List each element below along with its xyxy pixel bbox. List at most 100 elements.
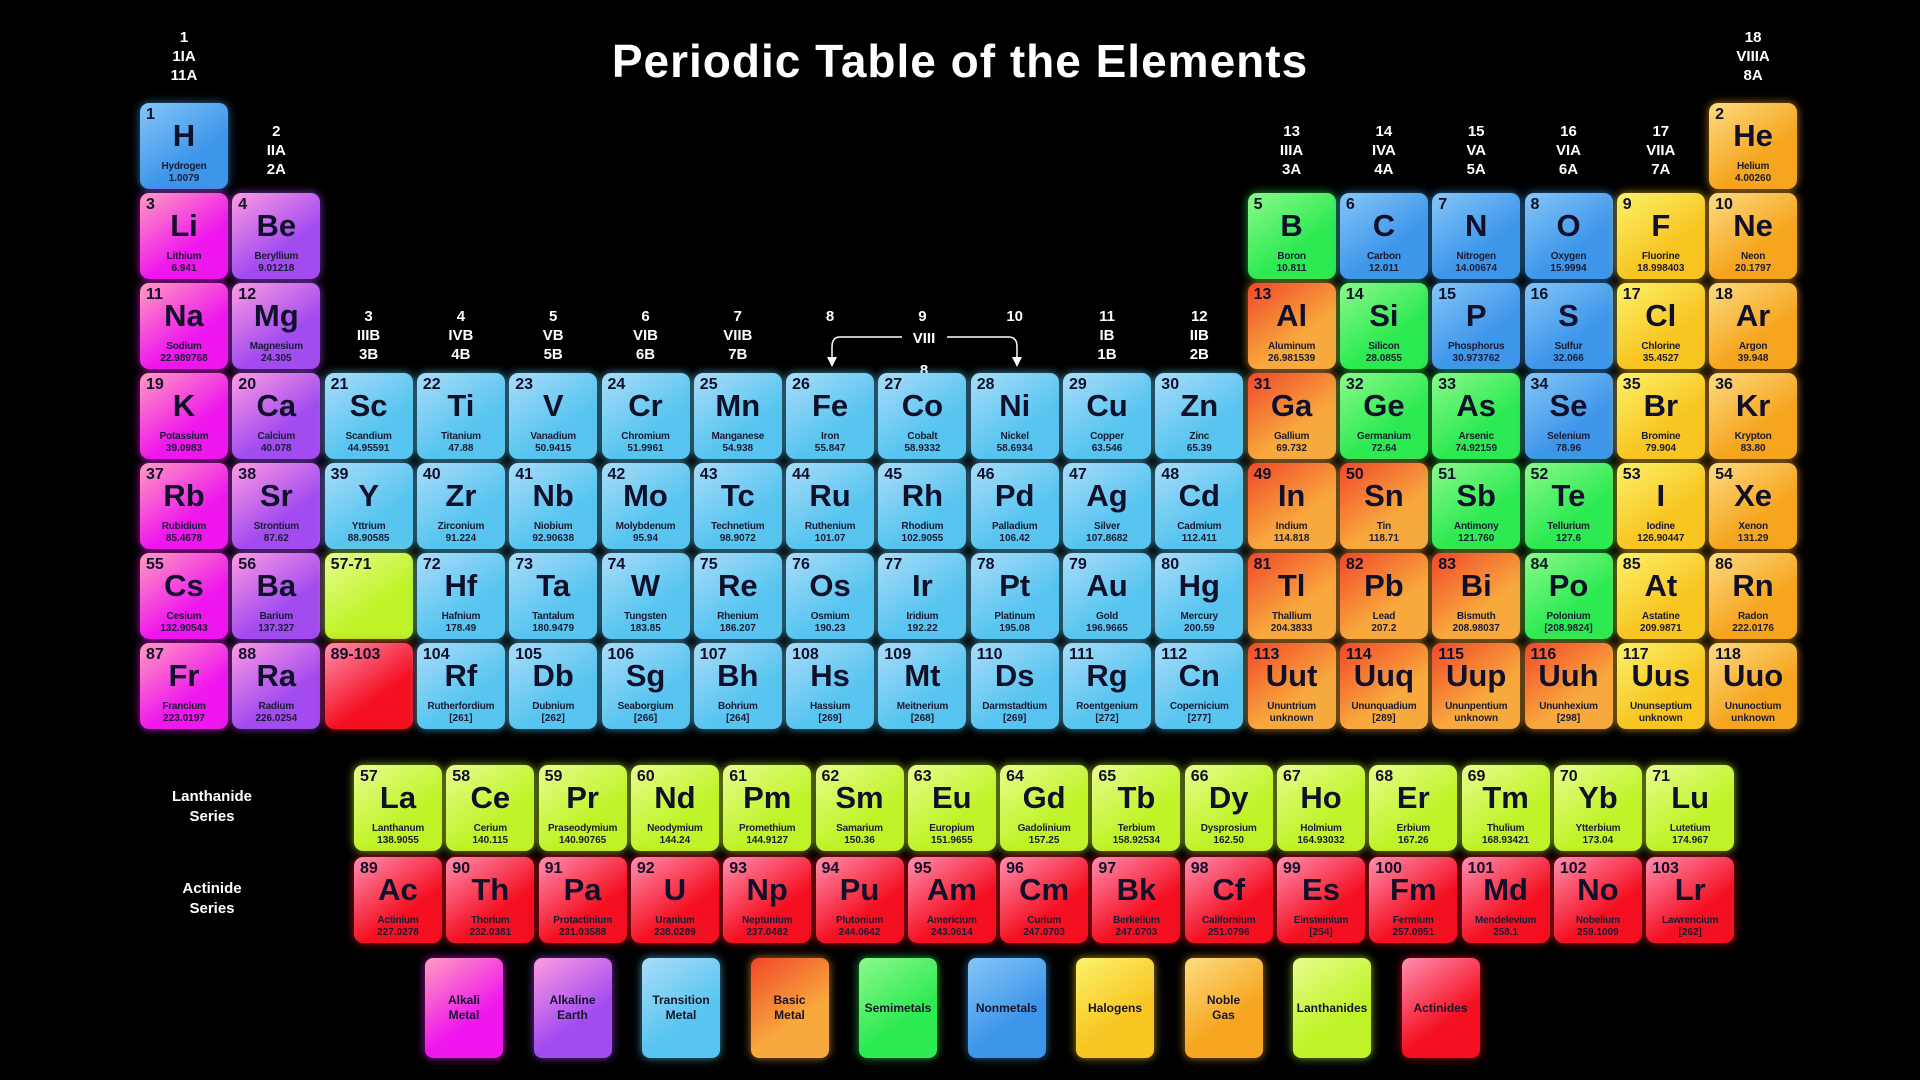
element-symbol: He bbox=[1733, 118, 1773, 153]
element-Y: 39 Y Yttrium 88.90585 bbox=[324, 463, 413, 549]
element-symbol: Pd bbox=[994, 478, 1035, 513]
element-Au: 79 Au Gold 196.9665 bbox=[1063, 553, 1151, 639]
element-name: Platinum bbox=[994, 611, 1035, 622]
element-name: Neodymium bbox=[647, 823, 703, 834]
element-Cl: 17 Cl Chlorine 35.4527 bbox=[1616, 283, 1705, 369]
atomic-mass: 207.2 bbox=[1371, 623, 1397, 634]
atomic-number: 69 bbox=[1467, 768, 1486, 785]
element-symbol: Mg bbox=[253, 298, 299, 333]
element-name: Copper bbox=[1090, 431, 1124, 442]
atomic-mass: 257.0951 bbox=[1392, 927, 1435, 938]
element-symbol: B bbox=[1280, 208, 1303, 243]
element-symbol: Uuq bbox=[1353, 658, 1415, 693]
element-symbol: Xe bbox=[1734, 478, 1773, 513]
element-symbol: Cu bbox=[1086, 388, 1128, 423]
element-symbol: Ir bbox=[912, 568, 933, 603]
element-name: Nitrogen bbox=[1456, 251, 1496, 262]
atomic-mass: 50.9415 bbox=[535, 443, 572, 454]
atomic-mass: 35.4527 bbox=[1642, 353, 1679, 364]
element-Sn: 50 Sn Tin 118.71 bbox=[1339, 463, 1428, 549]
atomic-number: 89 bbox=[360, 860, 378, 877]
element-name: Gadolinium bbox=[1017, 823, 1071, 834]
element-name: Technetium bbox=[711, 521, 765, 532]
element-Gd: 64 Gd Gadolinium 157.25 bbox=[1000, 765, 1089, 851]
element-name: Rhenium bbox=[717, 611, 759, 622]
element-name: Gold bbox=[1096, 611, 1118, 622]
atomic-number: 105 bbox=[515, 646, 542, 663]
atomic-mass: 144.24 bbox=[659, 835, 691, 846]
element-Ho: 67 Ho Holmium 164.93032 bbox=[1277, 765, 1365, 851]
actinide-series-label: Actinide Series bbox=[182, 880, 242, 917]
atomic-mass: unknown bbox=[1269, 713, 1314, 724]
group-header-6: 6 VIB 6B bbox=[632, 308, 658, 363]
atomic-number: 66 bbox=[1190, 768, 1209, 785]
atomic-mass: 78.96 bbox=[1555, 443, 1582, 454]
atomic-mass: [262] bbox=[541, 713, 565, 724]
atomic-mass: 200.59 bbox=[1184, 623, 1215, 634]
atomic-mass: 44.95591 bbox=[347, 443, 390, 454]
legend-noble: Noble Gas bbox=[1184, 958, 1263, 1058]
element-name: Erbium bbox=[1396, 823, 1430, 834]
atomic-mass: 20.1797 bbox=[1735, 263, 1772, 274]
atomic-number: 35 bbox=[1622, 376, 1641, 393]
element-symbol: Ce bbox=[470, 780, 511, 815]
element-symbol: Y bbox=[358, 478, 379, 513]
atomic-number: 56 bbox=[238, 556, 257, 573]
element-symbol: Rb bbox=[163, 478, 205, 513]
element-name: Ununoctium bbox=[1724, 701, 1782, 712]
element-name: Ununquadium bbox=[1351, 701, 1417, 712]
group-header-1: 1 1IA 11A bbox=[170, 29, 198, 84]
element-name: Argon bbox=[1738, 341, 1768, 352]
element-name: Selenium bbox=[1547, 431, 1590, 442]
element-name: Boron bbox=[1277, 251, 1306, 262]
atomic-mass: 158.92534 bbox=[1112, 835, 1161, 846]
element-Rh: 45 Rh Rhodium 102.9055 bbox=[878, 463, 967, 549]
element-P: 15 P Phosphorus 30.973762 bbox=[1432, 283, 1521, 369]
atomic-number: 87 bbox=[146, 646, 164, 663]
atomic-mass: 74.92159 bbox=[1455, 443, 1498, 454]
element-name: Manganese bbox=[711, 431, 765, 442]
element-symbol: Tm bbox=[1482, 780, 1529, 815]
atomic-number: 114 bbox=[1345, 646, 1372, 663]
atomic-number: 109 bbox=[884, 646, 912, 663]
legend-alkaline: Alkaline Earth bbox=[533, 958, 612, 1058]
atomic-number: 81 bbox=[1253, 556, 1272, 573]
element-symbol: Se bbox=[1549, 388, 1588, 423]
element-Rf: 104 Rf Rutherfordium [261] bbox=[416, 643, 505, 729]
element-name: Samarium bbox=[836, 823, 883, 834]
legend-semimetal: Semimetals bbox=[859, 958, 937, 1058]
element-Fm: 100 Fm Fermium 257.0951 bbox=[1369, 857, 1458, 943]
element-symbol: Rg bbox=[1086, 658, 1128, 693]
atomic-number: 15 bbox=[1438, 286, 1456, 303]
atomic-number: 48 bbox=[1161, 466, 1180, 483]
element-symbol: Ag bbox=[1086, 478, 1128, 513]
element-range-89-103: 89-103 bbox=[324, 643, 413, 729]
atomic-number: 22 bbox=[422, 376, 441, 393]
element-Pt: 78 Pt Platinum 195.08 bbox=[970, 553, 1059, 639]
element-name: Nobelium bbox=[1575, 915, 1620, 926]
atomic-mass: 173.04 bbox=[1582, 835, 1614, 846]
atomic-mass: 87.62 bbox=[263, 533, 289, 544]
element-name: Meitnerium bbox=[896, 701, 949, 712]
element-symbol: Re bbox=[717, 568, 758, 603]
atomic-mass: 132.90543 bbox=[160, 623, 208, 634]
atomic-number: 111 bbox=[1069, 646, 1094, 663]
atomic-number: 17 bbox=[1622, 286, 1641, 303]
element-symbol: Fe bbox=[812, 388, 849, 423]
element-Pa: 91 Pa Protactinium 231.03588 bbox=[538, 857, 627, 943]
element-symbol: Bk bbox=[1116, 872, 1157, 907]
element-name: Yttrium bbox=[351, 521, 386, 532]
atomic-mass: 209.9871 bbox=[1639, 623, 1682, 634]
element-Rb: 37 Rb Rubidium 85.4678 bbox=[140, 463, 228, 549]
atomic-number: 12 bbox=[238, 286, 257, 303]
atomic-mass: 65.39 bbox=[1186, 443, 1212, 454]
element-symbol: P bbox=[1465, 298, 1487, 333]
element-La: 57 La Lanthanum 138.9055 bbox=[354, 765, 442, 851]
element-symbol: Uus bbox=[1631, 658, 1691, 693]
element-name: Barium bbox=[259, 611, 293, 622]
group-header-17: 17 VIIA 7A bbox=[1646, 123, 1676, 178]
atomic-number: 59 bbox=[544, 768, 563, 785]
element-name: Potassium bbox=[159, 431, 209, 442]
atomic-number: 92 bbox=[636, 860, 655, 877]
element-name: Oxygen bbox=[1550, 251, 1587, 262]
